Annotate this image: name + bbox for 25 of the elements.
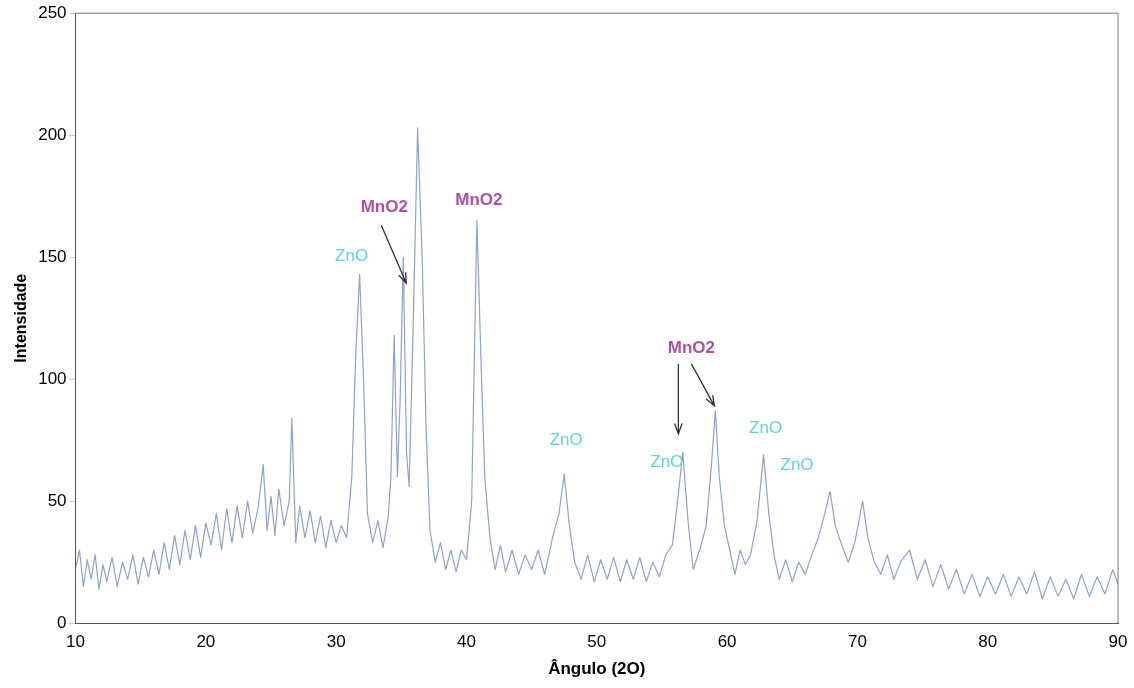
x-tick-label: 20 xyxy=(196,632,216,652)
annotation: MnO2 xyxy=(455,190,503,210)
annotation: ZnO xyxy=(650,452,684,472)
x-tick-label: 10 xyxy=(66,632,86,652)
x-tick-label: 90 xyxy=(1108,632,1128,652)
y-tick-label: 50 xyxy=(47,490,67,510)
x-tick-label: 50 xyxy=(587,632,607,652)
y-tick-label: 150 xyxy=(38,246,67,266)
x-tick-label: 80 xyxy=(978,632,998,652)
x-tick-label: 30 xyxy=(326,632,346,652)
x-tick-label: 60 xyxy=(717,632,737,652)
annotation: ZnO xyxy=(749,417,783,437)
annotation: MnO2 xyxy=(667,337,715,357)
annotation: ZnO xyxy=(549,430,583,450)
y-tick-label: 100 xyxy=(38,368,67,388)
x-tick-label: 70 xyxy=(847,632,867,652)
y-tick-label: 0 xyxy=(57,612,67,632)
y-tick-label: 200 xyxy=(38,124,67,144)
annotation: ZnO xyxy=(780,455,814,475)
annotation: MnO2 xyxy=(360,196,408,216)
x-tick-label: 40 xyxy=(457,632,476,652)
annotation: ZnO xyxy=(335,245,369,265)
y-axis-title: Intensidade xyxy=(12,273,30,363)
x-axis-title: Ângulo (2O) xyxy=(548,659,646,679)
y-tick-label: 250 xyxy=(38,2,67,22)
